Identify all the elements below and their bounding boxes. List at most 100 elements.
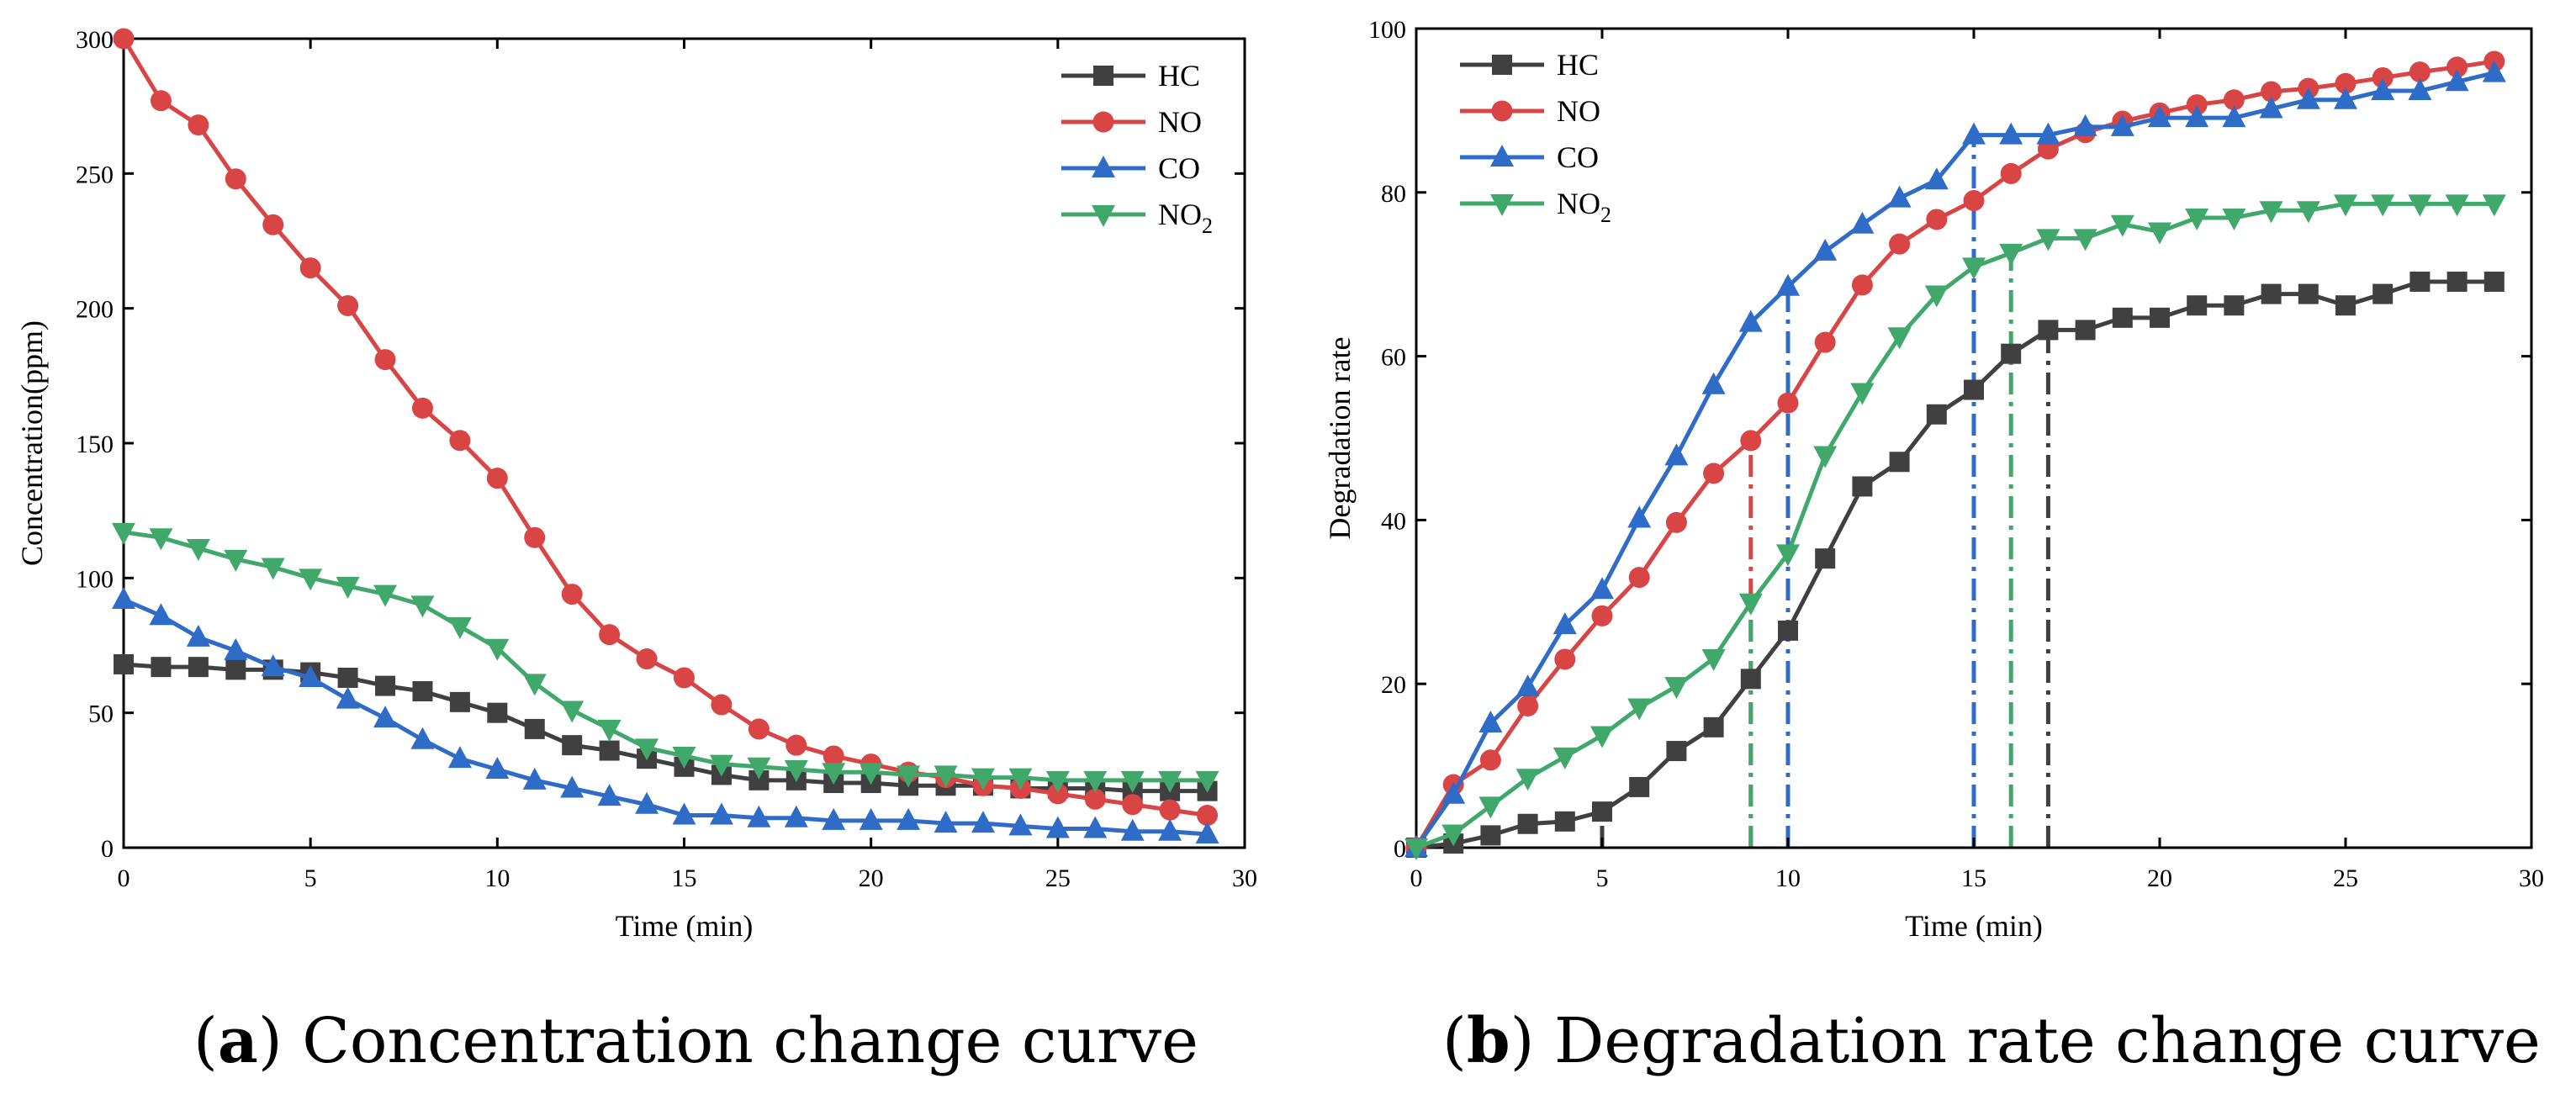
- chart-b-point-co-4: [1552, 612, 1577, 635]
- chart-a-point-no-10: [486, 468, 508, 489]
- chart-a-point-no-27: [1122, 794, 1144, 816]
- chart-b-point-hc-20: [2150, 307, 2170, 328]
- chart-b-point-no2-29: [2482, 194, 2506, 217]
- chart-a-point-co-28: [1158, 818, 1182, 841]
- chart-b-point-no-26: [2372, 66, 2394, 88]
- chart-b-point-co-8: [1701, 372, 1726, 394]
- chart-b-point-hc-12: [1852, 476, 1873, 497]
- chart-a-point-no2-26: [1083, 770, 1108, 793]
- chart-b-x-tick-label-0: 0: [1410, 864, 1423, 892]
- chart-a-point-co-0: [112, 586, 135, 609]
- chart-b-point-no2-5: [1590, 726, 1614, 748]
- chart-a-point-co-4: [261, 654, 285, 677]
- chart-b-point-hc-25: [2335, 295, 2356, 316]
- chart-b-point-no-4: [1554, 648, 1576, 670]
- chart-b-point-co-27: [2408, 78, 2432, 101]
- chart-a-point-hc-10: [487, 702, 508, 723]
- chart-b-point-hc-3: [1517, 813, 1538, 834]
- chart-a-point-co-15: [672, 802, 696, 825]
- chart-b-point-no2-2: [1478, 796, 1503, 819]
- chart-b-x-axis-label: Time (min): [1905, 909, 2043, 943]
- chart-a-point-no-9: [449, 430, 471, 452]
- chart-b-series-line-hc: [1415, 279, 2494, 850]
- chart-b-point-no2-16: [1999, 243, 2023, 266]
- chart-a-point-hc-3: [225, 659, 246, 680]
- chart-a-point-co-19: [822, 807, 846, 830]
- chart-b-point-co-20: [2148, 105, 2171, 128]
- chart-b-point-no2-3: [1515, 769, 1540, 791]
- chart-b-point-co-10: [1776, 273, 1800, 296]
- chart-b-x-tick-label-25: 25: [2333, 864, 2358, 892]
- chart-a-point-co-14: [635, 791, 659, 814]
- chart-b-y-tick-label-60: 60: [1381, 344, 1406, 372]
- chart-a-point-hc-6: [337, 667, 358, 688]
- chart-b-legend-label-co: CO: [1557, 140, 1599, 174]
- chart-b-point-co-6: [1627, 505, 1652, 528]
- chart-a-point-no-14: [636, 648, 658, 670]
- chart-a-point-hc-11: [524, 718, 545, 739]
- chart-a-point-co-25: [1045, 816, 1070, 838]
- chart-b-point-co-26: [2371, 78, 2395, 101]
- chart-a-series-line-hc: [123, 662, 1208, 794]
- chart-b-point-hc-11: [1815, 548, 1836, 569]
- chart-a-y-tick-label-50: 50: [88, 701, 114, 728]
- chart-b-legend-label-main-no2: NO: [1557, 187, 1600, 220]
- chart-a-point-no2-0: [112, 522, 135, 545]
- chart-b-point-no-2: [1479, 749, 1501, 771]
- chart-a-legend-label-hc: HC: [1158, 59, 1200, 93]
- chart-a-x-tick-label-10: 10: [484, 864, 510, 892]
- chart-a-point-no2-11: [522, 674, 547, 696]
- chart-b-point-co-14: [1924, 167, 1949, 190]
- chart-b-y-axis-label: Degradation rate: [1323, 337, 1357, 540]
- chart-a-plot-frame: [122, 37, 1246, 849]
- chart-a-legend-label-no2: NO2: [1158, 198, 1213, 238]
- chart-a-point-co-8: [410, 727, 435, 749]
- chart-b-point-no2-18: [2073, 229, 2097, 251]
- chart-a-point-no2-1: [149, 528, 173, 551]
- chart-b-x-tick-label-10: 10: [1775, 864, 1801, 892]
- chart-a-point-co-29: [1195, 821, 1219, 843]
- chart-b-point-hc-2: [1480, 825, 1501, 846]
- chart-b-x-tick-label-5: 5: [1596, 864, 1609, 892]
- chart-a-series-line-co: [123, 597, 1208, 837]
- chart-b-point-co-3: [1515, 674, 1540, 697]
- chart-a-y-tick-label-200: 200: [76, 296, 114, 324]
- chart-a-point-no2-6: [336, 576, 360, 599]
- chart-a-point-no-5: [299, 257, 321, 279]
- chart-a-point-co-23: [971, 811, 995, 833]
- chart-b-point-no2-1: [1441, 824, 1466, 847]
- chart-a-point-no2-29: [1195, 770, 1219, 793]
- chart-b-point-hc-17: [2038, 320, 2059, 341]
- chart-b-point-hc-18: [2075, 320, 2096, 341]
- chart-b-point-no2-21: [2185, 208, 2209, 230]
- chart-b-point-co-18: [2073, 114, 2097, 136]
- chart-a-point-no-13: [599, 624, 621, 646]
- chart-a-x-tick-label-15: 15: [672, 864, 697, 892]
- chart-b-series-line-no: [1414, 59, 2495, 849]
- chart-a-point-no-19: [823, 745, 844, 767]
- chart-b-point-no-25: [2335, 72, 2356, 94]
- chart-a-point-co-12: [560, 775, 584, 798]
- chart-b-y-tick-label-80: 80: [1381, 180, 1406, 208]
- chart-a-point-no-0: [113, 28, 135, 50]
- chart-a-series-no: [113, 28, 1219, 827]
- chart-a-point-no-6: [337, 294, 359, 316]
- chart-b-point-no2-24: [2296, 201, 2320, 224]
- chart-a-point-no-26: [1084, 788, 1106, 810]
- chart-b-point-no2-14: [1924, 285, 1949, 308]
- chart-b-point-no-27: [2409, 61, 2431, 83]
- chart-b-point-no-15: [1963, 190, 1985, 212]
- chart-b-point-co-5: [1590, 577, 1614, 600]
- chart-a-point-no-29: [1197, 805, 1219, 827]
- chart-a-point-no2-18: [784, 760, 808, 783]
- chart-b-point-co-29: [2482, 60, 2506, 82]
- chart-a-point-co-5: [299, 664, 323, 687]
- chart-a-point-no2-2: [186, 539, 210, 562]
- chart-b-series-co: [1404, 60, 2506, 857]
- chart-a-legend-marker-co: [1092, 156, 1115, 177]
- chart-a-point-hc-0: [114, 653, 134, 674]
- chart-b-point-no2-22: [2222, 208, 2246, 230]
- chart-b-point-hc-6: [1629, 776, 1650, 797]
